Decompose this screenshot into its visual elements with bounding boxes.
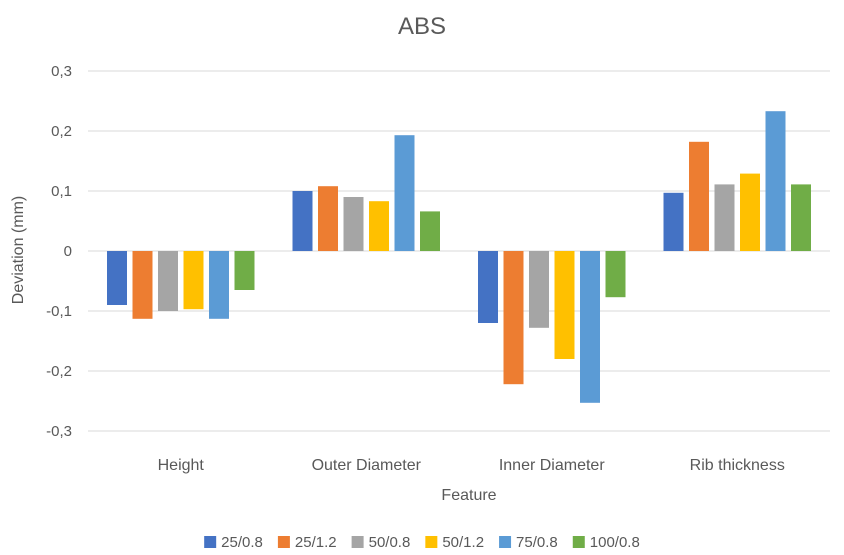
legend-swatch (351, 536, 364, 548)
x-axis-label: Feature (441, 487, 496, 504)
bar (765, 111, 786, 251)
bar (107, 251, 127, 305)
bar (529, 251, 549, 328)
bar (663, 192, 684, 251)
y-tick-label: -0,2 (46, 363, 72, 380)
legend-label: 25/0.8 (221, 534, 263, 551)
x-category-label: Inner Diameter (499, 457, 605, 474)
bar (605, 251, 626, 298)
legend-label: 75/0.8 (516, 534, 558, 551)
y-tick-label: 0,3 (51, 63, 72, 80)
bar (343, 197, 364, 251)
bar (791, 184, 811, 251)
legend-swatch (499, 536, 512, 548)
legend-label: 25/1.2 (295, 534, 337, 551)
legend-label: 100/0.8 (590, 534, 640, 551)
bar (394, 135, 415, 251)
bar (580, 251, 600, 403)
bars (107, 111, 811, 403)
bar (503, 251, 524, 385)
bar (132, 251, 153, 319)
bar (554, 251, 575, 359)
bar (209, 251, 229, 319)
bar (292, 191, 313, 251)
y-tick-label: -0,1 (46, 303, 72, 320)
bar (740, 173, 760, 251)
legend: 25/0.8 25/1.2 50/0.8 50/1.2 75/0.8 100/0.8 (204, 534, 640, 551)
bar (234, 251, 255, 290)
y-tick-label: -0,3 (46, 423, 72, 440)
bar (478, 251, 498, 323)
legend-swatch (572, 536, 585, 548)
y-axis-ticks: 0,3 0,2 0,1 0 -0,1 -0,2 -0,3 (46, 63, 72, 440)
y-tick-label: 0 (64, 243, 72, 260)
legend-swatch (204, 536, 217, 548)
x-category-label: Outer Diameter (312, 457, 422, 474)
bar (420, 211, 440, 251)
legend-swatch (425, 536, 438, 548)
bar (158, 251, 178, 311)
chart-title: ABS (398, 13, 446, 40)
bar (714, 184, 735, 251)
bar (183, 251, 204, 310)
y-axis-label: Deviation (mm) (10, 196, 27, 304)
legend-label: 50/1.2 (442, 534, 484, 551)
y-tick-label: 0,1 (51, 183, 72, 200)
legend-swatch (277, 536, 290, 548)
legend-label: 50/0.8 (369, 534, 411, 551)
bar (689, 141, 709, 251)
x-axis-categories: Height Outer Diameter Inner Diameter Rib th… (158, 457, 785, 474)
bar (318, 186, 338, 251)
bar (369, 201, 389, 251)
x-category-label: Height (158, 457, 205, 474)
x-category-label: Rib thickness (690, 457, 785, 474)
y-tick-label: 0,2 (51, 123, 72, 140)
